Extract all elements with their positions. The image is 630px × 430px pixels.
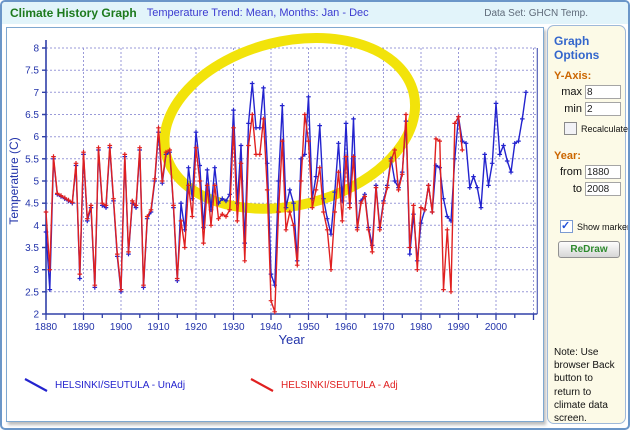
svg-text:5.5: 5.5 xyxy=(25,154,39,165)
svg-text:1960: 1960 xyxy=(335,322,358,333)
graph-options-sidebar: Graph Options Y-Axis: max min Recalculat… xyxy=(547,25,629,424)
year-to-input[interactable] xyxy=(585,182,621,196)
svg-text:5: 5 xyxy=(33,177,39,188)
legend-item-adj: HELSINKI/SEUTULA - Adj xyxy=(249,376,398,394)
svg-text:1990: 1990 xyxy=(447,322,470,333)
year-from-input[interactable] xyxy=(585,165,621,179)
recalculate-checkbox[interactable] xyxy=(564,122,577,135)
page-title: Climate History Graph xyxy=(10,6,137,20)
svg-text:6.5: 6.5 xyxy=(25,110,39,121)
svg-text:1920: 1920 xyxy=(185,322,208,333)
year-section-label: Year: xyxy=(554,150,581,162)
svg-text:Temperature (C): Temperature (C) xyxy=(7,137,21,224)
sidebar-title: Graph Options xyxy=(554,34,600,62)
y-axis-section-label: Y-Axis: xyxy=(554,70,592,82)
show-markers-label: Show markers xyxy=(577,221,630,232)
back-button-note: Note: Use browser Back button to return … xyxy=(554,347,615,424)
svg-text:1890: 1890 xyxy=(72,322,95,333)
legend-line-unadj-icon xyxy=(24,378,48,392)
svg-text:1940: 1940 xyxy=(260,322,283,333)
svg-text:7: 7 xyxy=(33,88,39,99)
svg-text:2.5: 2.5 xyxy=(25,287,39,298)
from-label: from xyxy=(560,166,582,178)
svg-text:1900: 1900 xyxy=(110,322,133,333)
legend-label-adj: HELSINKI/SEUTULA - Adj xyxy=(281,379,398,391)
show-markers-checkbox[interactable] xyxy=(560,219,573,233)
to-label: to xyxy=(572,183,582,195)
svg-text:1910: 1910 xyxy=(147,322,170,333)
max-label: max xyxy=(561,86,582,98)
y-max-input[interactable] xyxy=(585,85,621,99)
legend-item-unadj: HELSINKI/SEUTULA - UnAdj xyxy=(23,376,185,394)
temperature-chart: 2 2.5 3 3.5 4 4.5 5 5.5 6 6.5 7 7.5 8 1880 1890 1900 191… xyxy=(7,33,538,347)
header-bar: Climate History Graph Temperature Trend:… xyxy=(2,2,628,24)
svg-text:1880: 1880 xyxy=(35,322,58,333)
svg-text:8: 8 xyxy=(33,44,39,55)
recalculate-label: Recalculate xyxy=(581,123,629,134)
legend-line-adj-icon xyxy=(250,378,274,392)
svg-text:6: 6 xyxy=(33,132,39,143)
svg-text:Year: Year xyxy=(278,332,305,347)
svg-text:1980: 1980 xyxy=(410,322,433,333)
svg-text:3: 3 xyxy=(33,265,39,276)
svg-text:2000: 2000 xyxy=(485,322,508,333)
y-min-input[interactable] xyxy=(585,102,621,116)
chart-legend: HELSINKI/SEUTULA - UnAdj HELSINKI/SEUTUL… xyxy=(23,376,543,394)
dataset-label: Data Set: GHCN Temp. xyxy=(484,7,588,19)
svg-text:2: 2 xyxy=(33,310,39,321)
svg-text:4.5: 4.5 xyxy=(25,199,39,210)
svg-text:1930: 1930 xyxy=(222,322,245,333)
min-label: min xyxy=(564,103,582,115)
svg-text:1950: 1950 xyxy=(297,322,320,333)
svg-text:4: 4 xyxy=(33,221,39,232)
legend-label-unadj: HELSINKI/SEUTULA - UnAdj xyxy=(55,379,186,391)
trend-subtitle: Temperature Trend: Mean, Months: Jan - D… xyxy=(146,7,369,19)
chart-panel: 2 2.5 3 3.5 4 4.5 5 5.5 6 6.5 7 7.5 8 1880 1890 1900 191… xyxy=(6,27,544,422)
svg-text:3.5: 3.5 xyxy=(25,243,39,254)
redraw-button[interactable]: ReDraw xyxy=(558,241,620,258)
svg-text:7.5: 7.5 xyxy=(25,66,39,77)
svg-text:1970: 1970 xyxy=(372,322,395,333)
